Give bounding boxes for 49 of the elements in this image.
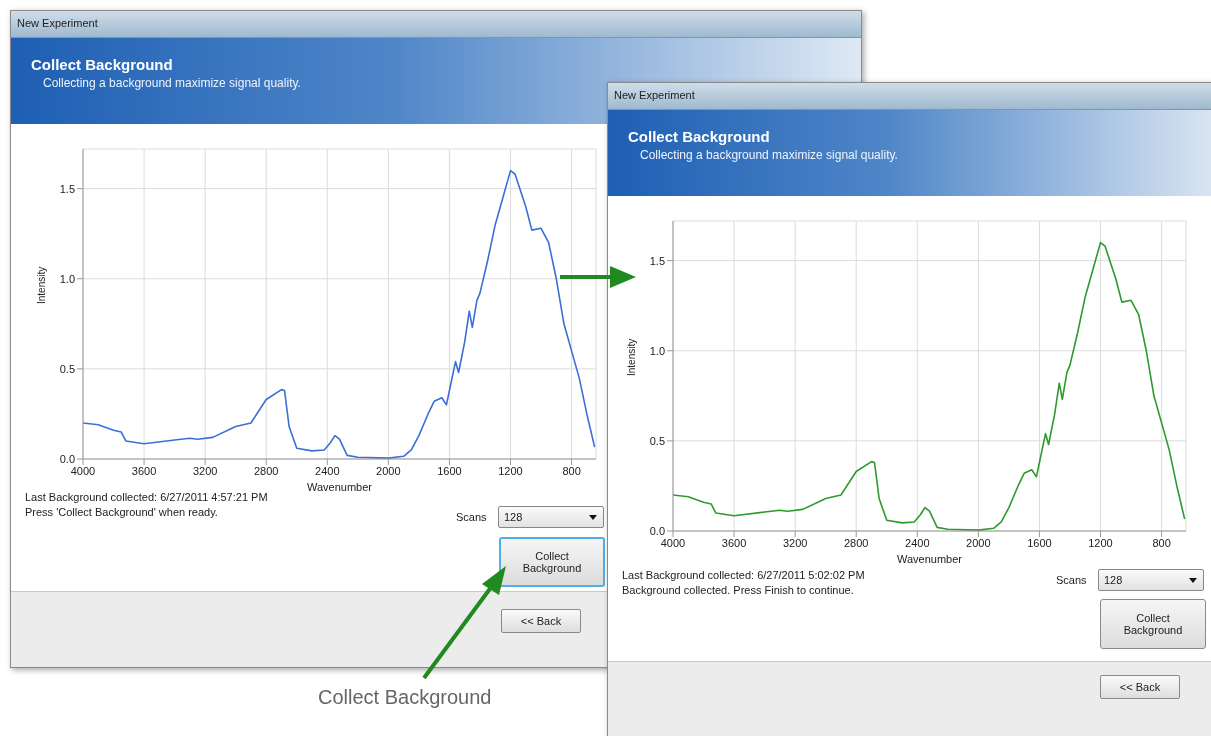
text: New Experiment <box>614 89 695 101</box>
text: New Experiment <box>17 17 98 29</box>
x-tick-label: 3200 <box>192 464 218 477</box>
chart-title: Collect Background <box>628 128 770 145</box>
y-tick-label: 1.5 <box>649 254 665 267</box>
x-tick-label: 1600 <box>1027 536 1052 549</box>
x-axis-title: Wavenumber <box>306 481 373 493</box>
text: Scans <box>456 511 487 523</box>
text: Press 'Collect Background' when ready. <box>25 506 218 518</box>
x-tick-label: 4000 <box>660 536 686 549</box>
x-tick-label: 1200 <box>1088 536 1113 549</box>
x-tick-label: 2400 <box>315 464 340 477</box>
text: Scans <box>1056 574 1087 586</box>
button: Collect Background <box>1100 599 1206 649</box>
x-tick-label: 3600 <box>131 464 157 477</box>
y-tick-label: 1.5 <box>59 182 75 195</box>
y-axis-title: Intensity <box>35 266 47 304</box>
button: << Back <box>1100 675 1180 699</box>
x-tick-label: 800 <box>562 464 581 477</box>
y-tick-label: 1.0 <box>649 344 665 357</box>
dropdown-field: 128 <box>498 506 604 528</box>
x-tick-label: 2800 <box>253 464 279 477</box>
x-tick-label: 800 <box>1152 536 1171 549</box>
text: Background collected. Press Finish to continue. <box>622 584 854 596</box>
x-tick-label: 3600 <box>721 536 747 549</box>
chart-subtitle: Collecting a background maximize signal quality. <box>43 76 301 90</box>
chart-subtitle: Collecting a background maximize signal quality. <box>640 148 898 162</box>
x-tick-label: 2000 <box>966 536 991 549</box>
button: Collect Background <box>499 537 605 587</box>
chart-title: Collect Background <box>31 56 173 73</box>
x-tick-label: 1200 <box>498 464 523 477</box>
button: << Back <box>501 609 581 633</box>
y-axis-title: Intensity <box>625 338 637 376</box>
text: Last Background collected: 6/27/2011 5:02:02 PM <box>622 569 865 581</box>
y-tick-label: 0.0 <box>649 524 665 537</box>
x-tick-label: 1600 <box>437 464 462 477</box>
x-tick-label: 2000 <box>376 464 401 477</box>
x-axis-title: Wavenumber <box>896 553 963 565</box>
text: Collect Background <box>318 686 492 709</box>
y-tick-label: 1.0 <box>59 272 75 285</box>
x-tick-label: 3200 <box>782 536 808 549</box>
x-tick-label: 4000 <box>70 464 96 477</box>
x-tick-label: 2800 <box>843 536 869 549</box>
y-tick-label: 0.5 <box>649 434 665 447</box>
dropdown-field: 128 <box>1098 569 1204 591</box>
x-tick-label: 2400 <box>905 536 930 549</box>
y-tick-label: 0.5 <box>59 362 75 375</box>
y-tick-label: 0.0 <box>59 452 75 465</box>
text: Last Background collected: 6/27/2011 4:57:21 PM <box>25 491 268 503</box>
